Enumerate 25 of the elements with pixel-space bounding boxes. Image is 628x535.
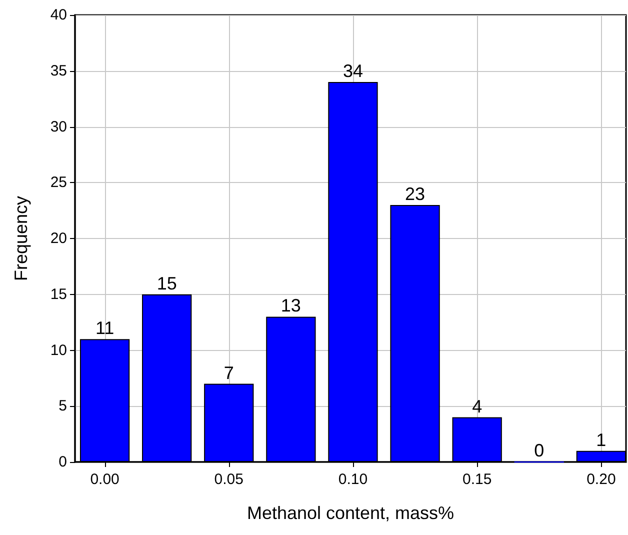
data-label: 34 xyxy=(342,61,363,82)
y-tick-label: 20 xyxy=(50,230,67,247)
data-label: 13 xyxy=(280,296,301,316)
y-tick-label: 5 xyxy=(58,398,67,415)
y-tick-label: 35 xyxy=(50,62,67,80)
y-tick-label: 0 xyxy=(58,454,67,470)
data-label: 4 xyxy=(472,396,482,416)
data-label: 15 xyxy=(156,273,177,294)
x-tick-label: 0.00 xyxy=(90,471,120,488)
data-label: 11 xyxy=(95,318,114,338)
y-tick-label: 40 xyxy=(50,6,67,24)
y-tick-label: 10 xyxy=(50,342,67,359)
data-label: 0 xyxy=(534,440,544,460)
x-axis-title: Methanol content, mass% xyxy=(246,503,454,523)
x-tick-label: 0.20 xyxy=(586,471,616,488)
y-tick-label: 30 xyxy=(50,118,67,136)
y-axis-title: Frequency xyxy=(11,196,31,282)
x-tick-label: 0.15 xyxy=(462,471,492,488)
y-tick-label: 15 xyxy=(50,286,67,303)
data-label: 23 xyxy=(405,184,426,204)
data-label: 1 xyxy=(596,430,606,450)
y-tick-label: 25 xyxy=(50,174,67,192)
x-tick-label: 0.10 xyxy=(338,471,368,488)
data-label: 7 xyxy=(224,362,234,383)
x-tick-label: 0.05 xyxy=(214,471,244,488)
